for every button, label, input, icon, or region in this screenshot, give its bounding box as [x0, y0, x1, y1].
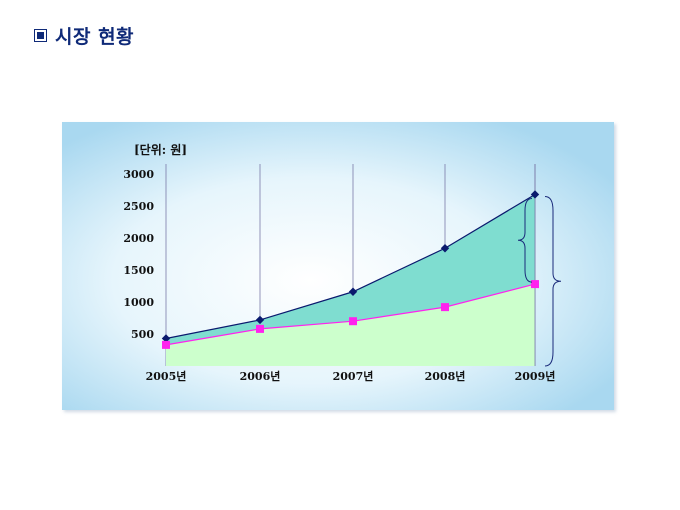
- y-tick-3000: 3000: [123, 168, 154, 181]
- brace-total: [544, 195, 562, 367]
- series-2-point-2006년: [256, 324, 264, 333]
- x-tick-2006년: 2006년: [240, 369, 281, 383]
- unit-label: [단위: 원]: [134, 142, 187, 157]
- series-1-point-2005년: [161, 334, 171, 343]
- series-1-point-2009년: [530, 190, 540, 199]
- x-tick-2007년: 2007년: [333, 369, 374, 383]
- series-2-point-2008년: [441, 303, 449, 312]
- series-2-point-2007년: [349, 317, 357, 326]
- chart-panel: [단위: 원] 500 1000 1500 2000 2500 3000 2005년 2006년…: [62, 122, 614, 410]
- page-title-text: 시장 현황: [55, 26, 135, 48]
- page-title: 시장 현황: [34, 22, 134, 49]
- x-tick-2009년: 2009년: [515, 369, 556, 383]
- y-tick-2500: 2500: [123, 200, 154, 213]
- series-1-point-2006년: [255, 315, 265, 325]
- series-2-point-2005년: [162, 340, 170, 349]
- series-2-point-2009년: [531, 280, 539, 289]
- y-tick-500: 500: [131, 328, 154, 341]
- square-bullet-icon: [34, 29, 47, 42]
- series-1-point-2007년: [348, 287, 358, 296]
- x-tick-2008년: 2008년: [425, 369, 466, 383]
- series-1-point-2008년: [440, 244, 450, 253]
- y-tick-1000: 1000: [123, 296, 154, 309]
- brace-upper-band: [517, 197, 533, 283]
- area-chart: [단위: 원] 500 1000 1500 2000 2500 3000 2005년 2006년…: [62, 122, 614, 410]
- y-tick-1500: 1500: [123, 264, 154, 277]
- y-tick-2000: 2000: [123, 232, 154, 245]
- x-tick-2005년: 2005년: [146, 369, 187, 383]
